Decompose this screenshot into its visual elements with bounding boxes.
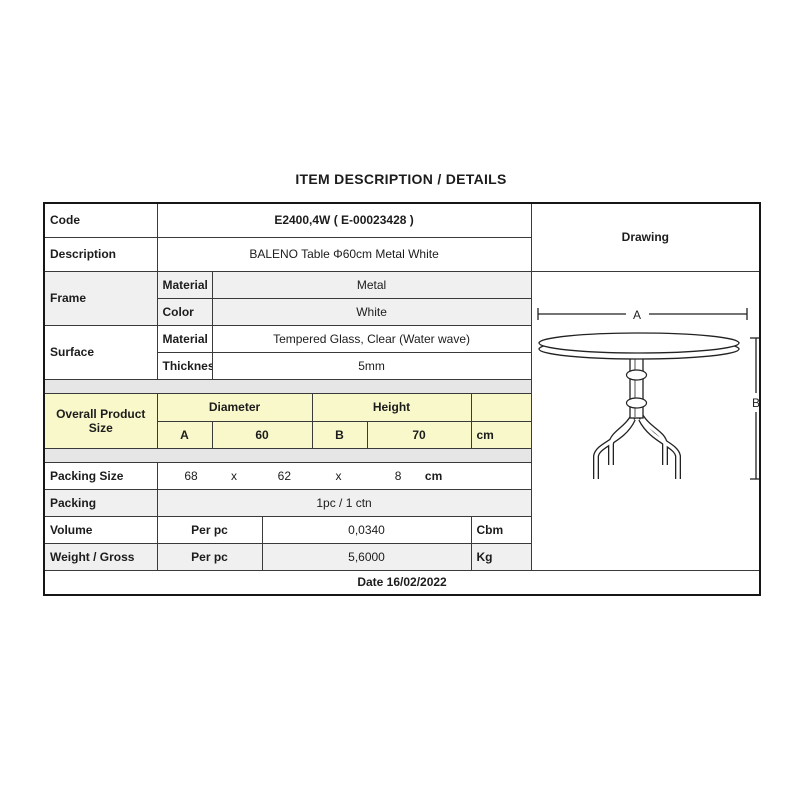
packing-value: 1pc / 1 ctn <box>156 488 532 517</box>
table-drawing: A B <box>536 307 760 480</box>
surface-material-label: Material <box>156 324 213 353</box>
packing-size-part: x <box>335 468 342 483</box>
drawing-header: Drawing <box>530 202 761 272</box>
overall-size-label: Overall Product Size <box>43 393 158 449</box>
weight-value: 5,6000 <box>261 542 472 571</box>
frame-material-value: Metal <box>211 270 532 299</box>
height-header: Height <box>311 393 472 422</box>
frame-color-label: Color <box>156 297 213 326</box>
weight-per: Per pc <box>156 542 263 571</box>
table-row: Frame Material Metal <box>43 270 761 571</box>
frame-color-value: White <box>211 297 532 326</box>
surface-material-value: Tempered Glass, Clear (Water wave) <box>211 324 532 353</box>
height-value: 70 <box>366 420 472 449</box>
packing-size-part: 68 <box>184 468 198 483</box>
table-row: Code E2400,4W ( E-00023428 ) Drawing <box>43 202 761 272</box>
dim-b-line <box>749 336 760 480</box>
table-row: Date 16/02/2022 <box>43 569 761 596</box>
packing-label: Packing <box>43 488 158 517</box>
packing-size-unit: cm <box>424 468 443 483</box>
table-row: Volume Per pc 0,0340 Cbm <box>43 515 760 544</box>
code-label: Code <box>43 202 158 238</box>
dim-a-cell: A <box>156 420 213 449</box>
volume-value: 0,0340 <box>261 515 472 544</box>
table-row: A 60 B 70 cm <box>44 420 760 449</box>
spacer-row <box>43 447 532 463</box>
volume-label: Volume <box>43 515 158 544</box>
packing-size-label: Packing Size <box>43 461 158 490</box>
spec-table: Code E2400,4W ( E-00023428 ) Drawing Des… <box>43 202 762 596</box>
packing-size-values: 68 x 62 x 8 cm <box>156 461 532 490</box>
surface-label: Surface <box>43 324 158 380</box>
spacer-row <box>43 379 532 394</box>
diameter-value: 60 <box>211 420 313 449</box>
table-row: Packing 1pc / 1 ctn <box>43 488 760 517</box>
table-row <box>43 379 760 394</box>
surface-thickness-label: Thickness <box>156 352 213 380</box>
dim-a-label: A <box>633 308 641 322</box>
dim-b-label: B <box>752 396 760 410</box>
size-unit-header-empty <box>470 393 532 422</box>
table-row: Color White <box>44 297 760 326</box>
frame-label: Frame <box>43 270 158 326</box>
diameter-header: Diameter <box>156 393 313 422</box>
code-value: E2400,4W ( E-00023428 ) <box>156 202 532 238</box>
table-row: Description BALENO Table Φ60cm Metal Whi… <box>43 236 760 272</box>
weight-label: Weight / Gross <box>43 542 158 571</box>
packing-size-part: 8 <box>394 468 402 483</box>
frame-material-label: Material <box>156 270 213 299</box>
drawing-cell: A B <box>530 270 761 571</box>
tabletop-surface <box>537 331 740 354</box>
pedestal-ring <box>625 396 647 409</box>
packing-size-part: x <box>230 468 237 483</box>
table-row: Weight / Gross Per pc 5,6000 Kg <box>43 542 760 571</box>
table-row: Surface Material Tempered Glass, Clear (… <box>43 324 760 380</box>
table-row <box>43 447 760 463</box>
size-unit: cm <box>470 420 532 449</box>
surface-thickness-value: 5mm <box>211 352 532 380</box>
pedestal-ring <box>625 368 647 381</box>
description-value: BALENO Table Φ60cm Metal White <box>156 236 532 272</box>
dim-b-cell: B <box>311 420 368 449</box>
dim-a-line <box>536 307 748 320</box>
page-title: ITEM DESCRIPTION / DETAILS <box>295 171 507 187</box>
volume-per: Per pc <box>156 515 263 544</box>
weight-unit: Kg <box>470 542 532 571</box>
packing-size-part: 62 <box>277 468 292 483</box>
date-cell: Date 16/02/2022 <box>43 569 761 596</box>
volume-unit: Cbm <box>470 515 532 544</box>
description-label: Description <box>43 236 158 272</box>
